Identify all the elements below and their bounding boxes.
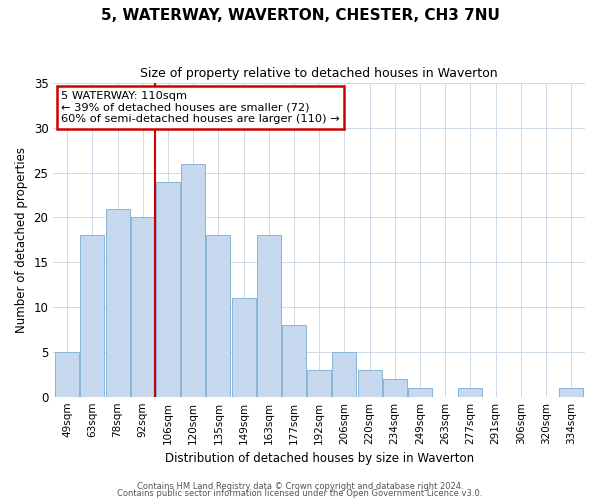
X-axis label: Distribution of detached houses by size in Waverton: Distribution of detached houses by size … xyxy=(164,452,474,465)
Text: Contains HM Land Registry data © Crown copyright and database right 2024.: Contains HM Land Registry data © Crown c… xyxy=(137,482,463,491)
Bar xyxy=(257,236,281,396)
Bar xyxy=(408,388,432,396)
Bar xyxy=(332,352,356,397)
Bar xyxy=(156,182,180,396)
Bar xyxy=(181,164,205,396)
Bar xyxy=(106,208,130,396)
Title: Size of property relative to detached houses in Waverton: Size of property relative to detached ho… xyxy=(140,68,498,80)
Bar xyxy=(383,379,407,396)
Bar xyxy=(358,370,382,396)
Bar xyxy=(282,325,306,396)
Bar xyxy=(232,298,256,396)
Bar xyxy=(206,236,230,396)
Bar xyxy=(307,370,331,396)
Text: 5 WATERWAY: 110sqm
← 39% of detached houses are smaller (72)
60% of semi-detache: 5 WATERWAY: 110sqm ← 39% of detached hou… xyxy=(61,91,340,124)
Bar xyxy=(55,352,79,397)
Bar xyxy=(559,388,583,396)
Y-axis label: Number of detached properties: Number of detached properties xyxy=(15,147,28,333)
Bar xyxy=(131,218,155,396)
Text: Contains public sector information licensed under the Open Government Licence v3: Contains public sector information licen… xyxy=(118,489,482,498)
Text: 5, WATERWAY, WAVERTON, CHESTER, CH3 7NU: 5, WATERWAY, WAVERTON, CHESTER, CH3 7NU xyxy=(101,8,499,22)
Bar xyxy=(80,236,104,396)
Bar xyxy=(458,388,482,396)
